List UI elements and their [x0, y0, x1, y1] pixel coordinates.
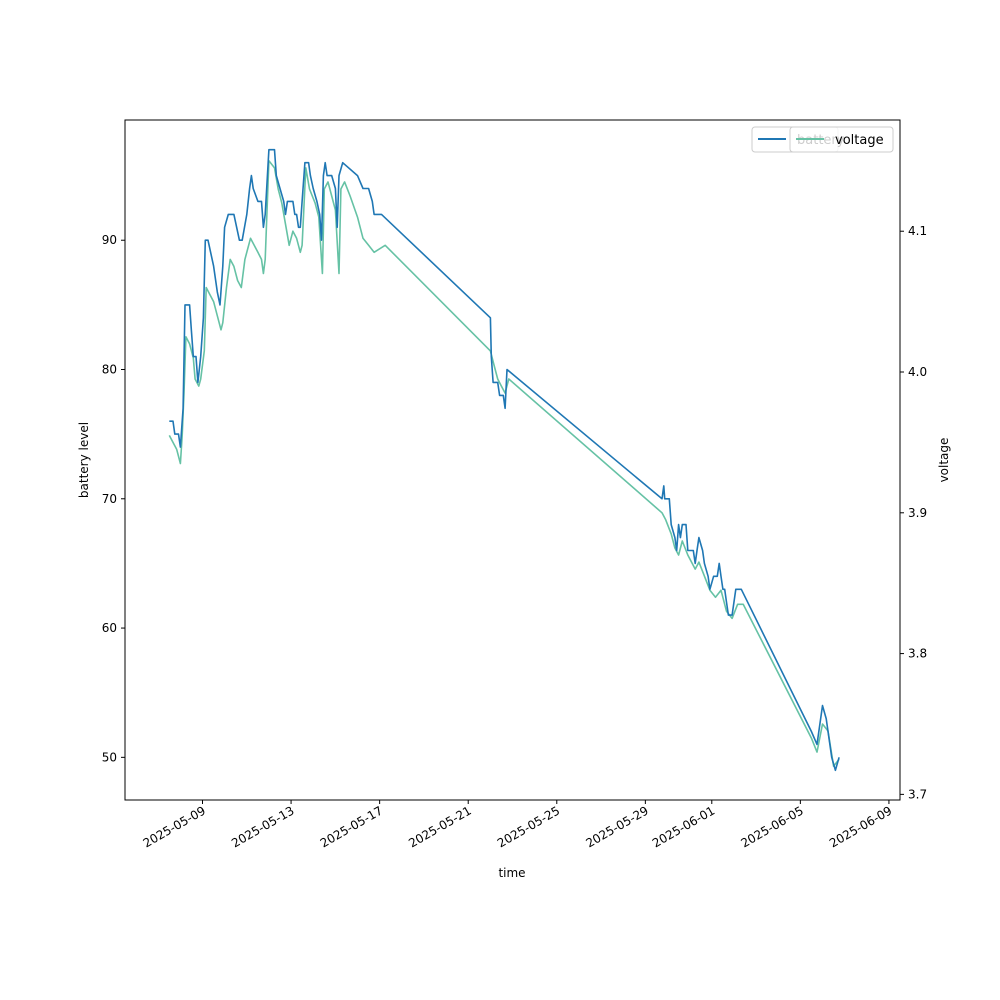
y-left-tick-label: 60	[102, 621, 117, 635]
y-left-tick-label: 50	[102, 750, 117, 764]
y-left-tick-label: 80	[102, 363, 117, 377]
legend-voltage-box	[789, 126, 894, 153]
x-axis-label: time	[498, 866, 525, 880]
y-axis-right-label: voltage	[937, 438, 951, 483]
plot-lines	[168, 148, 840, 772]
series-line-voltage	[168, 160, 840, 767]
y-left-tick-label: 70	[102, 492, 117, 506]
y-axis-right: 3.7 3.8 3.9 4.0 4.1	[900, 224, 927, 801]
plot-frame	[124, 119, 901, 801]
y-right-tick-label: 4.0	[908, 365, 927, 379]
y-left-tick-label: 90	[102, 233, 117, 247]
y-axis-left: 50 60 70 80 90	[102, 233, 125, 764]
legend-voltage: voltage	[789, 126, 894, 153]
y-right-tick-label: 4.1	[908, 224, 927, 238]
legend-voltage-label: voltage	[835, 133, 884, 148]
series-line-battery	[169, 148, 840, 772]
y-axis-left-label: battery level	[77, 422, 91, 498]
y-right-tick-label: 3.8	[908, 647, 927, 661]
y-right-tick-label: 3.7	[908, 787, 927, 801]
y-right-tick-label: 3.9	[908, 506, 927, 520]
